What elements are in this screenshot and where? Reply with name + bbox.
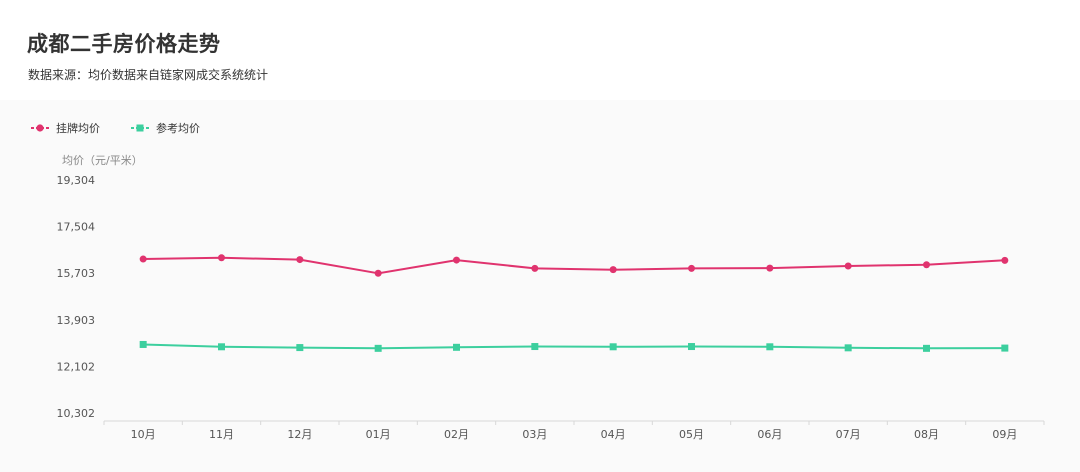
- y-tick-label: 17,504: [57, 221, 96, 234]
- data-point-reference[interactable]: [218, 343, 225, 351]
- x-tick-label: 09月: [992, 428, 1017, 441]
- chart-legend: 挂牌均价 参考均价: [30, 120, 230, 136]
- y-axis-unit-label: 均价（元/平米）: [62, 154, 143, 167]
- data-point-reference[interactable]: [609, 343, 617, 351]
- x-tick-label: 06月: [757, 428, 782, 441]
- x-tick-label: 01月: [366, 428, 391, 441]
- data-point-reference[interactable]: [531, 343, 539, 351]
- data-point-reference[interactable]: [844, 344, 852, 352]
- legend-listing-circle-icon: [31, 124, 49, 132]
- legend-item-listing[interactable]: 挂牌均价: [30, 120, 100, 136]
- data-point-reference[interactable]: [1001, 344, 1009, 352]
- x-tick-label: 03月: [522, 428, 547, 441]
- data-point-reference[interactable]: [139, 340, 147, 348]
- data-point-listing[interactable]: [844, 262, 852, 270]
- x-tick-label: 12月: [287, 428, 312, 441]
- y-tick-label: 13,903: [57, 314, 96, 327]
- page-title: 成都二手房价格走势: [27, 32, 221, 56]
- x-tick-label: 10月: [131, 428, 156, 441]
- x-tick-label: 11月: [209, 428, 234, 441]
- series-layer: [139, 254, 1009, 352]
- y-axis: 19,304 17,504 15,703 13,903 12,102 10,302: [57, 174, 96, 420]
- y-tick-label: 12,102: [57, 360, 96, 373]
- data-point-listing[interactable]: [1001, 256, 1009, 264]
- legend-label-listing: 挂牌均价: [56, 122, 100, 135]
- data-point-reference[interactable]: [374, 344, 382, 352]
- x-axis: 10月 11月 12月 01月 02月 03月 04月 05月 06月 07月 08月 09月: [103, 420, 1045, 441]
- y-tick-label: 19,304: [57, 174, 96, 187]
- data-point-listing[interactable]: [923, 261, 930, 269]
- data-point-reference[interactable]: [688, 343, 695, 351]
- data-point-reference[interactable]: [453, 343, 460, 351]
- y-tick-label: 10,302: [57, 407, 96, 420]
- chart-background: [0, 100, 1080, 472]
- x-tick-label: 02月: [444, 428, 469, 441]
- x-tick-label: 04月: [601, 428, 626, 441]
- data-point-listing[interactable]: [139, 255, 147, 263]
- data-point-listing[interactable]: [609, 266, 617, 274]
- legend-item-reference[interactable]: 参考均价: [130, 120, 200, 136]
- data-point-reference[interactable]: [766, 343, 774, 351]
- legend-reference-square-icon: [131, 124, 149, 132]
- data-point-reference[interactable]: [296, 344, 304, 352]
- x-tick-label: 08月: [914, 428, 939, 441]
- y-tick-label: 15,703: [57, 267, 96, 280]
- data-point-listing[interactable]: [453, 256, 460, 264]
- data-point-listing[interactable]: [218, 254, 225, 262]
- data-point-listing[interactable]: [766, 264, 774, 272]
- legend-label-reference: 参考均价: [156, 122, 200, 135]
- data-point-reference[interactable]: [923, 344, 930, 352]
- data-point-listing[interactable]: [296, 256, 304, 264]
- data-source-subtitle: 数据来源：均价数据来自链家网成交系统统计: [28, 68, 269, 82]
- series-line-reference: [143, 343, 1005, 350]
- data-point-listing[interactable]: [374, 269, 382, 277]
- x-tick-label: 05月: [679, 428, 704, 441]
- data-point-listing[interactable]: [688, 264, 695, 272]
- series-line-listing: [143, 256, 1005, 275]
- data-point-listing[interactable]: [531, 264, 539, 272]
- x-tick-label: 07月: [836, 428, 861, 441]
